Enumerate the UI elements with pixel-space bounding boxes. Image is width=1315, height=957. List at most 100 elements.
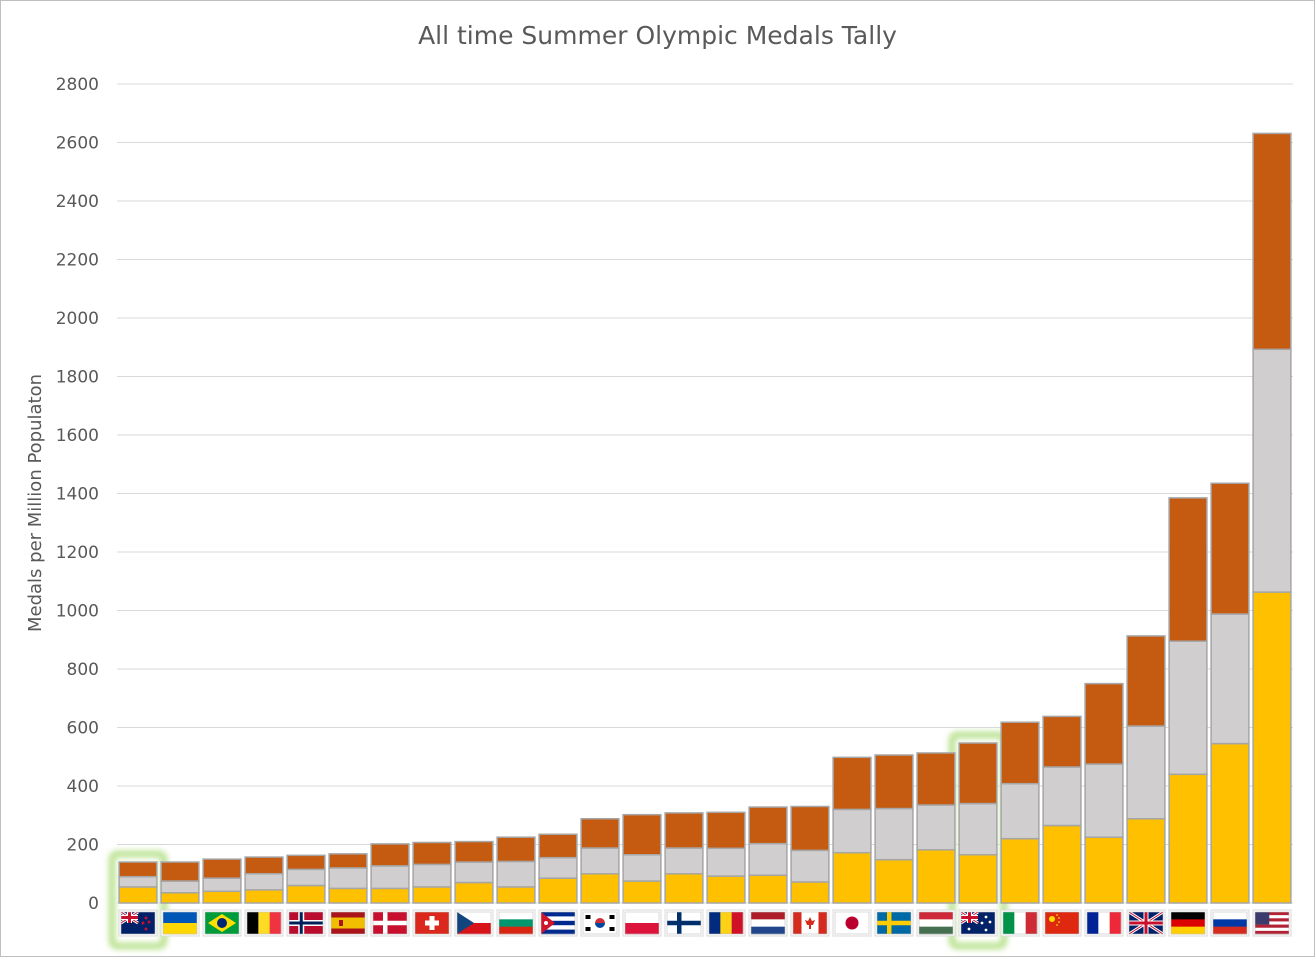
bar-segment-2: [454, 840, 494, 863]
x-axis-flags: [118, 909, 1292, 937]
bar-segment-1: [1042, 766, 1082, 827]
flag-be-icon: [244, 909, 284, 937]
flag-ua-icon: [160, 909, 200, 937]
bar-segment-0: [664, 873, 704, 904]
bar-segment-0: [202, 890, 242, 904]
bar-segment-1: [412, 863, 452, 888]
y-axis-ticks: 0 200 400 600 800 1000 1200 1400 1600 1800 2000 220…: [56, 75, 99, 914]
y-tick-label: 600: [67, 719, 99, 739]
bar-segment-0: [1168, 773, 1208, 904]
y-tick-label: 2400: [56, 192, 99, 212]
flag-nl-icon: [748, 909, 788, 937]
bar-segment-0: [160, 892, 200, 904]
bar-segment-0: [1126, 818, 1166, 904]
bar-segment-2: [1168, 497, 1208, 642]
bar-segment-1: [244, 873, 284, 891]
flag-es-icon: [328, 909, 368, 937]
chart-title: All time Summer Olympic Medals Tally: [418, 21, 897, 50]
flag-ro-icon: [706, 909, 746, 937]
bar-segment-0: [1210, 742, 1250, 904]
bar-segment-2: [1042, 715, 1082, 768]
flag-cn-icon: [1042, 909, 1082, 937]
bar-segment-1: [748, 842, 788, 876]
bar-segment-0: [328, 887, 368, 904]
bar-segment-2: [328, 853, 368, 869]
bar-segment-2: [244, 856, 284, 875]
flag-fi-icon: [664, 909, 704, 937]
bar-segment-0: [580, 873, 620, 904]
y-tick-label: 800: [67, 660, 99, 680]
flag-fr-icon: [1084, 909, 1124, 937]
flag-dk-icon: [370, 909, 410, 937]
flag-au-icon: [958, 909, 998, 937]
bar-segment-0: [538, 877, 578, 904]
bar-segment-1: [1210, 613, 1250, 745]
flag-cu-icon: [538, 909, 578, 937]
bar-segment-1: [832, 808, 872, 854]
y-tick-label: 1000: [56, 602, 99, 622]
y-tick-label: 2200: [56, 251, 99, 271]
y-tick-label: 2800: [56, 75, 99, 95]
bar-segment-0: [706, 875, 746, 904]
bar-segment-1: [328, 867, 368, 890]
bar-segment-1: [790, 849, 830, 883]
bar-segment-2: [580, 818, 620, 849]
y-tick-label: 1600: [56, 426, 99, 446]
bar-segment-0: [286, 884, 326, 904]
bar-segment-0: [496, 886, 536, 904]
bar-segment-1: [874, 807, 914, 861]
bar-segment-0: [790, 881, 830, 904]
flag-jp-icon: [832, 909, 872, 937]
bar-segment-1: [286, 868, 326, 887]
bar-segment-0: [454, 881, 494, 904]
flag-br-icon: [202, 909, 242, 937]
bar-segment-1: [496, 860, 536, 888]
bar-segment-1: [622, 853, 662, 882]
bar-segment-1: [118, 875, 158, 888]
bar-segment-1: [958, 802, 998, 856]
bar-segment-1: [1084, 763, 1124, 838]
bar-segment-0: [622, 880, 662, 904]
bar-segment-2: [160, 861, 200, 882]
bar-segment-1: [454, 861, 494, 884]
y-tick-label: 400: [67, 777, 99, 797]
bar-segment-2: [706, 811, 746, 850]
y-tick-label: 2000: [56, 309, 99, 329]
y-tick-label: 0: [88, 894, 99, 914]
flag-it-icon: [1000, 909, 1040, 937]
flag-bg-icon: [496, 909, 536, 937]
bar-segment-2: [874, 754, 914, 810]
bar-segment-0: [1084, 836, 1124, 904]
bar-segment-0: [748, 874, 788, 904]
bar-segment-0: [1000, 837, 1040, 904]
flag-cz-icon: [454, 909, 494, 937]
bar-segment-1: [160, 880, 200, 894]
bar-segment-1: [664, 847, 704, 875]
bar-segment-2: [916, 752, 956, 806]
bar-segment-2: [496, 836, 536, 863]
bar-segment-1: [1126, 725, 1166, 820]
bars: [118, 132, 1292, 904]
bar-segment-2: [286, 854, 326, 871]
bar-segment-0: [244, 889, 284, 904]
flag-kr-icon: [580, 909, 620, 937]
bar-segment-1: [1168, 640, 1208, 776]
flag-nz-icon: [118, 909, 158, 937]
bar-segment-0: [958, 853, 998, 904]
bar-segment-1: [538, 856, 578, 879]
bar-segment-1: [1000, 782, 1040, 840]
bar-segment-2: [790, 805, 830, 852]
bar-segment-1: [370, 865, 410, 890]
flag-hu-icon: [916, 909, 956, 937]
bar-segment-2: [118, 861, 158, 878]
bar-segment-1: [706, 847, 746, 877]
bar-segment-0: [874, 858, 914, 904]
bar-segment-0: [916, 849, 956, 904]
bar-segment-2: [412, 841, 452, 866]
flag-gb-icon: [1126, 909, 1166, 937]
bar-segment-2: [1000, 721, 1040, 785]
bar-segment-0: [1042, 824, 1082, 904]
y-tick-label: 2600: [56, 134, 99, 154]
